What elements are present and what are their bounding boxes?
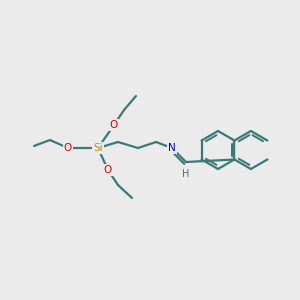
Text: H: H <box>182 169 190 179</box>
Text: N: N <box>168 143 176 153</box>
Text: O: O <box>104 165 112 175</box>
Text: O: O <box>110 120 118 130</box>
Text: Si: Si <box>93 143 103 153</box>
Text: O: O <box>64 143 72 153</box>
